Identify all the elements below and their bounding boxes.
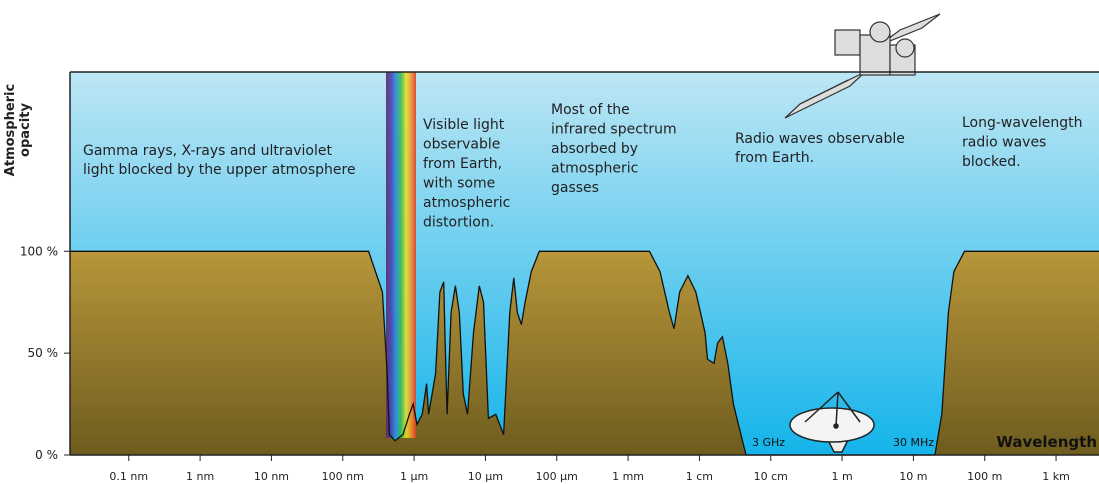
frequency-label: 3 GHz bbox=[752, 436, 785, 449]
x-tick-label: 10 µm bbox=[468, 470, 503, 483]
x-tick-label: 1 km bbox=[1042, 470, 1070, 483]
y-tick-label: 0 % bbox=[35, 448, 58, 462]
x-tick-label: 0.1 nm bbox=[109, 470, 148, 483]
x-tick-label: 100 m bbox=[967, 470, 1002, 483]
x-tick-label: 1 m bbox=[831, 470, 852, 483]
annotation: infrared spectrum bbox=[551, 122, 677, 138]
annotation: gasses bbox=[551, 180, 599, 196]
annotation: distortion. bbox=[423, 215, 494, 231]
plot bbox=[70, 72, 1099, 456]
annotation: radio waves bbox=[962, 135, 1046, 151]
annotation: atmospheric bbox=[551, 161, 638, 177]
opacity-area bbox=[70, 251, 1099, 455]
x-tick-label: 1 µm bbox=[400, 470, 428, 483]
annotation: absorbed by bbox=[551, 141, 638, 157]
annotation: Gamma rays, X-rays and ultraviolet bbox=[83, 143, 332, 159]
annotation: blocked. bbox=[962, 154, 1021, 170]
frequency-label: 30 MHz bbox=[893, 436, 934, 449]
y-tick-label: 100 % bbox=[20, 244, 58, 258]
opacity-line bbox=[70, 250, 1099, 456]
annotation: Radio waves observable bbox=[735, 131, 905, 147]
x-tick-label: 1 nm bbox=[186, 470, 214, 483]
satellite bbox=[784, 13, 941, 119]
x-tick-label: 10 m bbox=[899, 470, 927, 483]
x-tick-label: 100 µm bbox=[536, 470, 578, 483]
visible-spectrum bbox=[386, 72, 416, 438]
annotation: light blocked by the upper atmosphere bbox=[83, 162, 356, 178]
annotation: with some bbox=[423, 176, 495, 192]
annotation: atmospheric bbox=[423, 195, 510, 211]
y-axis-label: Atmospheric bbox=[3, 84, 18, 176]
x-tick-label: 10 cm bbox=[754, 470, 788, 483]
y-tick-label: 50 % bbox=[28, 346, 59, 360]
annotation: from Earth. bbox=[735, 150, 814, 166]
annotation: Most of the bbox=[551, 102, 630, 118]
x-tick-label: 100 nm bbox=[322, 470, 364, 483]
annotation: from Earth, bbox=[423, 156, 502, 172]
x-tick-label: 10 nm bbox=[254, 470, 289, 483]
annotation: Long-wavelength bbox=[962, 115, 1082, 131]
annotation: observable bbox=[423, 137, 500, 153]
annotation: Visible light bbox=[423, 117, 505, 133]
x-tick-label: 1 mm bbox=[612, 470, 644, 483]
x-axis-label: Wavelength bbox=[996, 433, 1097, 451]
y-axis-label: opacity bbox=[18, 103, 33, 157]
radio-dish bbox=[789, 391, 875, 453]
x-tick-label: 1 cm bbox=[686, 470, 713, 483]
